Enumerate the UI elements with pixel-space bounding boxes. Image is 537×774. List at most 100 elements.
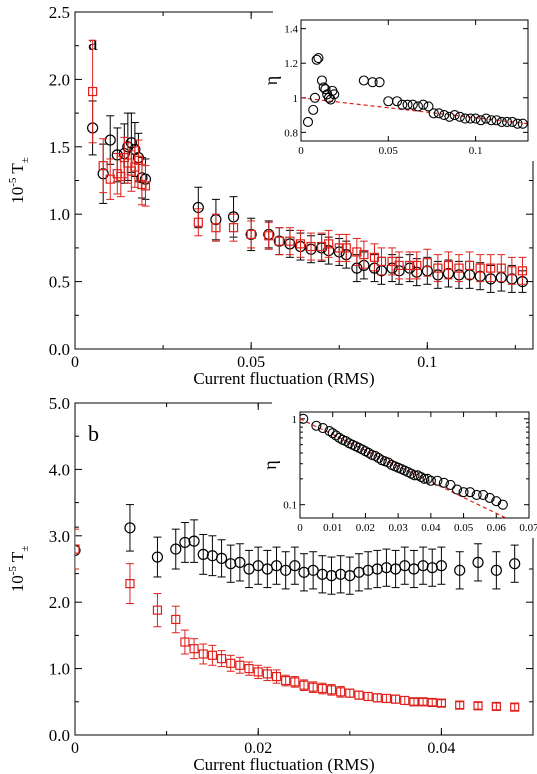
- inset-data-point: [470, 113, 481, 124]
- inset-y-tick-label: 0.8: [284, 127, 298, 139]
- y-tick-label: 5.0: [49, 394, 70, 413]
- y-tick-label: 2.0: [49, 593, 70, 612]
- data-point: [316, 568, 328, 580]
- inset-data: [300, 413, 508, 518]
- data-point: [215, 552, 228, 564]
- data-point: [317, 683, 327, 694]
- data-point: [325, 570, 338, 582]
- inset-data-point: [316, 75, 328, 86]
- data-point: [193, 217, 203, 227]
- data-point: [475, 263, 485, 273]
- inset-data-point: [374, 77, 385, 88]
- inset-data-point: [320, 84, 331, 95]
- y-axis-label-base: 10: [8, 187, 27, 204]
- y-tick-label: 3.0: [49, 527, 70, 546]
- inset-data-point: [409, 470, 420, 481]
- inset-data-point: [486, 115, 497, 126]
- inset-data-point: [340, 436, 351, 447]
- y-axis-label-base: 10: [8, 575, 27, 592]
- inset-data-point: [454, 111, 465, 122]
- inset-data-point: [402, 99, 413, 110]
- inset-data-point: [497, 499, 508, 510]
- inset-data-point: [407, 99, 418, 110]
- data-point: [104, 134, 116, 146]
- data-point: [427, 697, 437, 708]
- inset-data-point: [425, 475, 436, 486]
- x-tick-label: 0: [71, 354, 79, 371]
- data-point: [308, 682, 318, 692]
- panel-b: 0 0.02 0.04 0.0 1.0 2.0 3.0 4.0 5.0 b Current fluc…: [7, 394, 537, 774]
- data-point: [170, 543, 182, 555]
- data-point: [75, 544, 80, 554]
- inset-frame: [300, 19, 529, 142]
- data-point: [226, 658, 236, 668]
- inset-data-point: [309, 92, 321, 103]
- data-point: [412, 260, 422, 271]
- y-tick-label: 1.5: [49, 138, 70, 157]
- inset-data-point: [423, 101, 434, 112]
- data-point: [371, 563, 383, 575]
- series-0: [75, 504, 521, 595]
- data-point: [352, 247, 362, 257]
- data-point: [306, 241, 316, 252]
- inset-data-point: [412, 101, 424, 112]
- inset-x-tick-label: 0.1: [469, 145, 483, 157]
- data-point: [244, 663, 254, 674]
- y-tick-label: 1.0: [49, 205, 70, 224]
- inset-data-point: [475, 115, 486, 126]
- data-point: [274, 236, 284, 246]
- inset-x-tick-label: 0.07: [519, 522, 537, 534]
- y-axis-label-subscript: ±: [19, 546, 31, 552]
- data-point: [510, 702, 520, 712]
- data-point: [105, 174, 115, 184]
- data-point: [188, 535, 200, 547]
- data-point: [281, 675, 291, 686]
- data-point: [124, 522, 136, 534]
- data-point: [299, 680, 309, 690]
- data-point: [317, 241, 327, 252]
- inset-data-point: [302, 116, 314, 128]
- inset-x-tick-label: 0.05: [454, 522, 474, 534]
- inset-data-point: [433, 108, 444, 119]
- data-point: [491, 701, 501, 712]
- inset-data-point: [465, 487, 476, 498]
- series-1: [75, 528, 520, 712]
- inset-data-point: [329, 89, 340, 100]
- inset-data-point: [478, 489, 489, 500]
- data-point: [125, 579, 135, 589]
- inset-data: [301, 52, 528, 129]
- inset-data-point: [300, 413, 309, 424]
- inset-data-point: [334, 432, 345, 443]
- data-point: [372, 693, 382, 703]
- data-point: [171, 614, 181, 625]
- inset-data-point: [308, 104, 319, 115]
- inset-data-point: [481, 113, 492, 124]
- inset-y-tick-label: 1: [293, 93, 299, 105]
- y-tick-label: 1.0: [49, 660, 70, 679]
- data-point: [334, 243, 344, 253]
- data-point: [381, 693, 392, 704]
- y-axis-label-exponent: -5: [7, 177, 19, 187]
- x-tick-label: 0.04: [427, 740, 455, 757]
- inset-data-point: [432, 475, 443, 486]
- data-point: [228, 223, 239, 233]
- series-layer: [75, 504, 521, 712]
- y-axis-label: 10-5 T±: [7, 546, 31, 593]
- data-point: [443, 260, 454, 271]
- inset-x-tick-label: 0.06: [487, 522, 507, 534]
- data-point: [211, 223, 221, 233]
- inset-data-point: [367, 77, 378, 88]
- data-point: [341, 243, 351, 253]
- inset-x-tick-label: 0.05: [379, 145, 399, 157]
- data-point: [359, 250, 369, 260]
- data-point: [409, 697, 419, 707]
- inset-data-point: [373, 452, 384, 464]
- inset-data-point: [438, 477, 449, 488]
- y-axis-label: 10-5 T±: [7, 157, 31, 204]
- data-point: [235, 660, 245, 670]
- data-point: [354, 690, 364, 700]
- data-point: [140, 181, 151, 191]
- inset-data-point: [460, 113, 471, 124]
- data-point: [345, 688, 355, 698]
